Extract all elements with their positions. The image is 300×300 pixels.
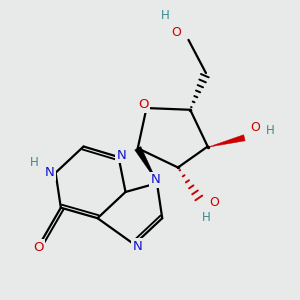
Text: H: H [29,156,38,169]
Text: H: H [161,9,170,22]
Text: N: N [150,173,160,186]
Text: O: O [138,98,148,111]
Text: O: O [250,121,260,134]
Text: O: O [209,196,219,209]
Polygon shape [135,147,158,183]
Text: O: O [171,26,181,39]
Text: O: O [33,241,44,254]
Text: H: H [266,124,275,136]
Polygon shape [208,135,245,147]
Text: H: H [202,211,210,224]
Text: N: N [133,240,142,253]
Text: N: N [117,149,127,162]
Text: N: N [44,166,54,179]
